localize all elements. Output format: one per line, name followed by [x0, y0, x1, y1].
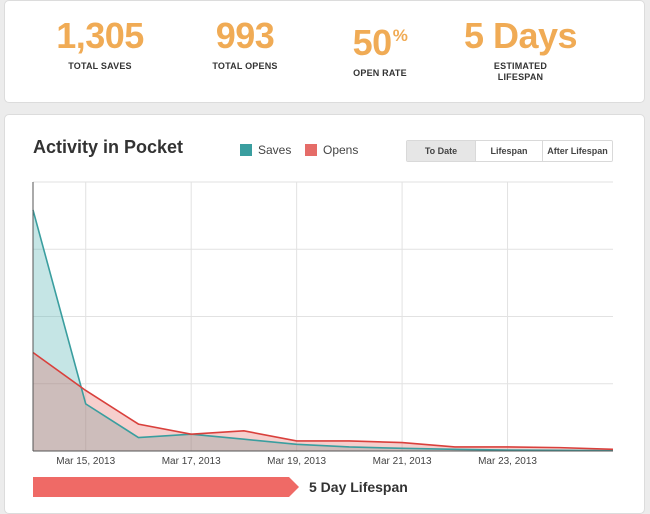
- x-tick-label: Mar 21, 2013: [373, 456, 432, 467]
- tab-lifespan[interactable]: Lifespan: [475, 141, 542, 161]
- stats-panel: 1,305 TOTAL SAVES 993 TOTAL OPENS 50% OP…: [4, 0, 645, 103]
- saves-swatch: [240, 144, 252, 156]
- stat-label: ESTIMATED LIFESPAN: [493, 61, 548, 82]
- saves-area: [33, 209, 613, 451]
- chart-tick-labels: Mar 15, 2013 Mar 17, 2013 Mar 19, 2013 Mar …: [56, 456, 537, 467]
- x-tick-label: Mar 17, 2013: [162, 456, 221, 467]
- stat-value: 993: [215, 15, 275, 56]
- x-tick-label: Mar 23, 2013: [478, 456, 537, 467]
- stat-value: 50%: [330, 15, 430, 64]
- open-rate-unit: %: [392, 26, 408, 45]
- activity-chart: Mar 15, 2013 Mar 17, 2013 Mar 19, 2013 Mar …: [32, 181, 614, 467]
- tab-after-lifespan[interactable]: After Lifespan: [542, 141, 612, 161]
- stat-total-saves: 1,305 TOTAL SAVES: [45, 15, 155, 72]
- lifespan-label: 5 Day Lifespan: [309, 479, 408, 495]
- stat-label: TOTAL SAVES: [68, 61, 132, 71]
- stat-value: 5 Days: [463, 15, 578, 56]
- legend-opens: Opens: [305, 143, 358, 157]
- x-tick-label: Mar 19, 2013: [267, 456, 326, 467]
- chart-areas: [33, 209, 613, 451]
- stat-label: OPEN RATE: [353, 68, 407, 78]
- activity-panel: Activity in Pocket Saves Opens To Date L…: [4, 114, 645, 514]
- x-tick-label: Mar 15, 2013: [56, 456, 115, 467]
- opens-swatch: [305, 144, 317, 156]
- saves-line: [32, 209, 614, 452]
- chart-axes: [32, 182, 613, 452]
- open-rate-number: 50: [352, 22, 393, 63]
- lifespan-bar: [33, 477, 299, 497]
- lifespan-arrow: [33, 477, 299, 497]
- opens-line: [32, 351, 614, 451]
- stat-total-opens: 993 TOTAL OPENS: [195, 15, 295, 72]
- opens-area: [33, 352, 613, 451]
- range-toggle: To Date Lifespan After Lifespan: [406, 140, 613, 162]
- legend-saves: Saves: [240, 143, 291, 157]
- stat-open-rate: 50% OPEN RATE: [330, 15, 430, 79]
- chart-lines: [32, 209, 614, 452]
- stat-value: 1,305: [56, 15, 144, 56]
- activity-title: Activity in Pocket: [33, 137, 184, 157]
- stat-estimated-lifespan: 5 Days ESTIMATED LIFESPAN: [453, 15, 588, 83]
- chart-grid: [33, 181, 613, 451]
- tab-to-date[interactable]: To Date: [407, 141, 475, 161]
- stat-label: TOTAL OPENS: [212, 61, 278, 71]
- legend-saves-label: Saves: [258, 143, 292, 157]
- legend-opens-label: Opens: [323, 143, 359, 157]
